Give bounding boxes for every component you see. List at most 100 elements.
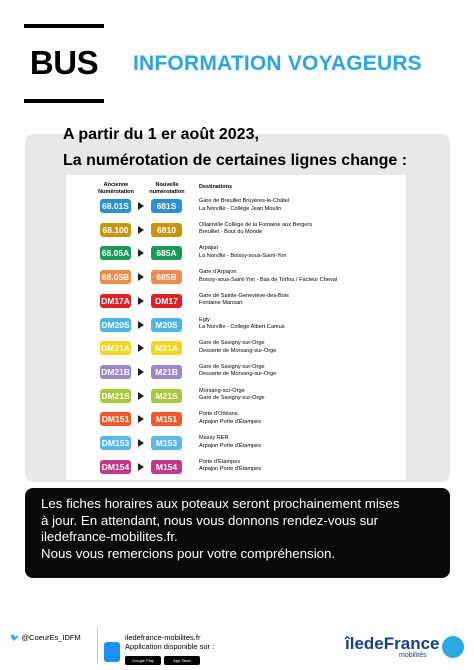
new-line-badge: 685B: [151, 270, 182, 285]
table-row: DM20S M20S Egly La Norville - Collège Alber…: [66, 314, 406, 337]
arrow-right-icon: [138, 296, 144, 305]
destination: Gare de Savigny-sur-Orge Desserte de Mors…: [199, 364, 276, 379]
twitter-handle-text: @CoeurEs_IDFM: [21, 633, 81, 642]
old-line-badge: DM154: [100, 459, 131, 474]
old-line-badge: 68.05A: [100, 246, 131, 261]
arrow-right-icon: [138, 249, 144, 258]
message-line-1: Les fiches horaires aux poteaux seront p…: [41, 496, 400, 511]
old-line-badge: 68.100: [100, 222, 131, 237]
footer-divider: [97, 628, 98, 664]
arrow-right-icon: [138, 225, 144, 234]
arrow-right-icon: [138, 439, 144, 447]
site-info: iledefrance-mobilites.fr Application dis…: [125, 633, 214, 651]
destination-line-1: Gare de Breuillet Bruyères-le-Châtel: [199, 198, 290, 204]
idfm-logo-sub: mobilités: [399, 652, 427, 659]
destination-line-2: Breuillet - Bout du Monde: [199, 229, 263, 236]
destination-line-1: Ollainville Collège de la Fontaine aux B…: [199, 221, 313, 228]
site-link[interactable]: iledefrance-mobilites.fr: [125, 633, 201, 642]
old-line-badge: 68.01S: [100, 199, 131, 213]
destination-line-1: Gare de Savigny-sur-Orge: [199, 340, 265, 347]
destination-line-1: Gare de Sainte-Geneviève-des-Bois: [199, 292, 289, 299]
message-text: Les fiches horaires aux poteaux seront p…: [41, 496, 441, 562]
destination: Morsang-sur-Orge Gare de Savigny-sur-Orge: [199, 388, 265, 403]
destination: Egly La Norville - Collège Albert Camus: [199, 317, 285, 332]
new-line-badge: M153: [151, 436, 182, 450]
destination-line-1: Morsang-sur-Orge: [199, 387, 245, 394]
table-row: DM21B M21B Gare de Savigny-sur-Orge Dessert…: [66, 361, 406, 384]
new-line-badge: 685A: [151, 246, 182, 261]
table-row: 68.100 6810 Ollainville Collège de la Font…: [66, 219, 406, 242]
table-row: 68.05A 685A Arpajon La Norville - Boissy-so…: [66, 242, 406, 265]
destination: Porte d'Orléans Arpajon Porte d'Étampes: [199, 411, 261, 426]
phone-icon: [104, 642, 120, 662]
old-line-badge: DM20S: [100, 317, 131, 332]
bottom-rule: [24, 99, 104, 103]
destination: Porte d'Étampes Arpajon Porte d'Étampes: [199, 459, 261, 474]
old-line-badge: DM17A: [100, 293, 131, 308]
new-line-badge: 681S: [151, 199, 182, 213]
destination: Gare d'Arpajon Boissy-sous-Saint-Yon - Ba…: [199, 269, 337, 284]
table-row: 68.05B 685B Gare d'Arpajon Boissy-sous-Sain…: [66, 266, 406, 289]
destination-line-2: Arpajon Porte d'Étampes: [199, 442, 262, 449]
arrow-right-icon: [138, 320, 144, 329]
arrow-right-icon: [138, 273, 144, 282]
table-row: DM153 M153 Massy RER Arpajon Porte d'Étampe…: [66, 432, 406, 455]
destination: Gare de Savigny-sur-Orge Desserte de Mors…: [199, 340, 276, 355]
app-store-badge[interactable]: App Store: [164, 656, 200, 665]
table-row: DM21A M21A Gare de Savigny-sur-Orge Dessert…: [66, 337, 406, 360]
arrow-right-icon: [138, 415, 144, 424]
table-row: DM17A DM17 Gare de Sainte-Geneviève-des-Bo…: [66, 290, 406, 313]
arrow-right-icon: [138, 367, 144, 376]
app-text: Application disponible sur :: [125, 642, 215, 651]
old-line-badge: 68.05B: [100, 270, 131, 285]
new-line-badge: 6810: [151, 222, 182, 237]
new-line-badge: M20S: [151, 317, 182, 332]
destination-line-2: La Norville - Collège Jean Moulin: [199, 205, 282, 212]
arrow-right-icon: [138, 344, 144, 353]
col-new-header: Nouvelle numérotation: [149, 182, 185, 195]
destination-line-1: Gare de Savigny-sur-Orge: [199, 363, 265, 370]
destination-line-2: La Norville - Boissy-sous-Saint-Yon: [199, 252, 287, 259]
col-dest-header: Destinations: [199, 184, 233, 190]
new-line-badge: M21A: [151, 341, 182, 356]
destination-line-2: Arpajon Porte d'Étampes: [199, 466, 262, 473]
message-link[interactable]: iledefrance-mobilites.fr.: [41, 529, 178, 544]
new-line-badge: DM17: [151, 293, 182, 308]
destination-line-1: Porte d'Étampes: [199, 458, 241, 465]
old-line-badge: DM21S: [100, 388, 131, 403]
renumbering-table: Ancienne Numérotation Nouvelle numérotat…: [66, 175, 406, 480]
idfm-logo: îledeFrance: [345, 634, 440, 653]
table-row: DM151 M151 Porte d'Orléans Arpajon Porte d'…: [66, 408, 406, 431]
destination-line-2: Desserte de Morsang-sur-Orge: [199, 371, 277, 378]
destination: Gare de Sainte-Geneviève-des-Bois Fontain…: [199, 293, 289, 308]
destination-line-2: Gare de Savigny-sur-Orge: [199, 395, 265, 402]
old-line-badge: DM21B: [100, 364, 131, 379]
table-row: DM154 M154 Porte d'Étampes Arpajon Porte d'…: [66, 456, 406, 479]
destination-line-1: Gare d'Arpajon: [199, 269, 237, 276]
twitter-icon: 🐦: [10, 633, 22, 642]
destination-line-2: La Norville - Collège Albert Camus: [199, 324, 285, 330]
idfm-person-icon: [442, 636, 464, 658]
new-line-badge: M21B: [151, 364, 182, 379]
destination: Arpajon La Norville - Boissy-sous-Saint-Y…: [199, 245, 286, 260]
destination: Ollainville Collège de la Fontaine aux B…: [199, 222, 312, 237]
destination: Gare de Breuillet Bruyères-le-Châtel La N…: [199, 198, 289, 213]
mode-label: BUS: [29, 44, 99, 81]
destination-line-1: Arpajon: [199, 245, 219, 252]
arrow-right-icon: [138, 202, 144, 210]
destination-line-2: Arpajon Porte d'Étampes: [199, 418, 262, 425]
twitter-handle[interactable]: 🐦 @CoeurEs_IDFM: [10, 633, 81, 642]
destination: Massy RER Arpajon Porte d'Étampes: [199, 435, 261, 450]
arrow-right-icon: [138, 391, 144, 400]
message-line-4: Nous vous remercions pour votre compréhe…: [41, 545, 336, 561]
old-line-badge: DM151: [100, 412, 131, 427]
old-line-badge: DM153: [100, 436, 131, 450]
intro-line-1: A partir du 1 er août 2023,: [63, 126, 259, 143]
arrow-right-icon: [138, 462, 144, 471]
table-row: 68.01S 681S Gare de Breuillet Bruyères-le-…: [66, 195, 406, 218]
table-row: DM21S M21S Morsang-sur-Orge Gare de Savigny…: [66, 385, 406, 408]
google-play-badge[interactable]: Google Play: [125, 656, 161, 665]
intro-text: A partir du 1 er août 2023, La numérotat…: [63, 122, 407, 174]
message-line-2: à jour. En attendant, nous vous donnons …: [41, 512, 379, 528]
col-old-header: Ancienne Numérotation: [98, 182, 134, 195]
